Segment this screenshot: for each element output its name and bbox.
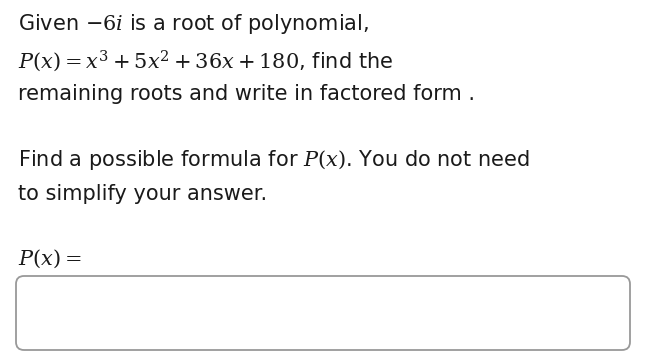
Text: Given $-6i$ is a root of polynomial,: Given $-6i$ is a root of polynomial,: [18, 12, 369, 36]
Text: $P(x) = x^3 + 5x^2 + 36x + 180$, find the: $P(x) = x^3 + 5x^2 + 36x + 180$, find th…: [18, 48, 393, 73]
Text: remaining roots and write in factored form .: remaining roots and write in factored fo…: [18, 84, 475, 104]
FancyBboxPatch shape: [16, 276, 630, 350]
Text: $P(x) =$: $P(x) =$: [18, 248, 82, 270]
Text: Find a possible formula for $P(x)$. You do not need: Find a possible formula for $P(x)$. You …: [18, 148, 530, 172]
Text: to simplify your answer.: to simplify your answer.: [18, 184, 267, 204]
